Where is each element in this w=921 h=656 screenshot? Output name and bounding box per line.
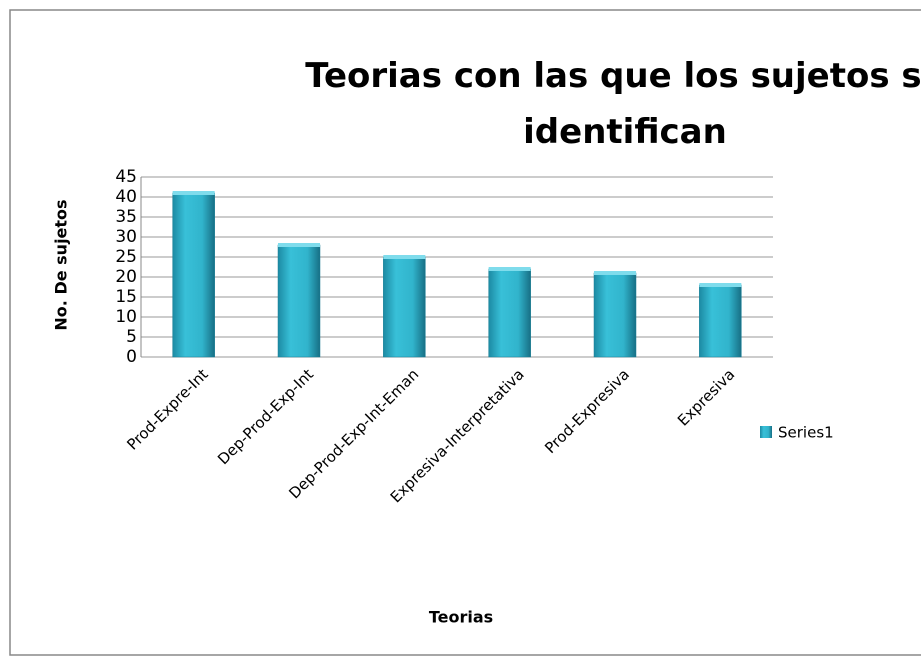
x-tick-label: Expresiva <box>674 365 738 429</box>
y-tick-label: 30 <box>115 227 137 247</box>
y-tick-label: 40 <box>115 187 137 207</box>
y-tick-label: 5 <box>126 327 137 347</box>
bar-top <box>172 191 215 195</box>
y-tick-label: 35 <box>115 207 137 227</box>
x-tick-label: Dep-Prod-Exp-Int <box>214 365 317 468</box>
bar-top <box>594 271 636 275</box>
frame <box>9 9 921 656</box>
x-tick-label: Prod-Expresiva <box>541 365 633 457</box>
y-tick-label: 45 <box>115 167 137 187</box>
legend-swatch <box>760 426 772 438</box>
legend-label: Series1 <box>778 424 834 442</box>
bar-top <box>278 243 320 247</box>
bar <box>277 244 321 358</box>
bar <box>699 284 742 358</box>
x-axis-label: Teorias <box>429 608 493 627</box>
y-tick-label: 0 <box>126 347 137 367</box>
bar-top <box>488 267 531 271</box>
x-tick-label: Prod-Expre-Int <box>123 365 211 453</box>
chart-title: Teorias con las que los sujetos se ident… <box>305 56 921 152</box>
bar <box>383 256 426 358</box>
bar-top <box>699 283 742 287</box>
bar <box>172 192 215 358</box>
bar <box>488 268 531 358</box>
y-tick-label: 10 <box>115 307 137 327</box>
bar <box>593 272 637 358</box>
bar-top <box>383 255 426 259</box>
y-tick-label: 20 <box>115 267 137 287</box>
y-axis-label: No. De sujetos <box>52 199 71 330</box>
y-tick-label: 15 <box>115 287 137 307</box>
y-tick-label: 25 <box>115 247 137 267</box>
